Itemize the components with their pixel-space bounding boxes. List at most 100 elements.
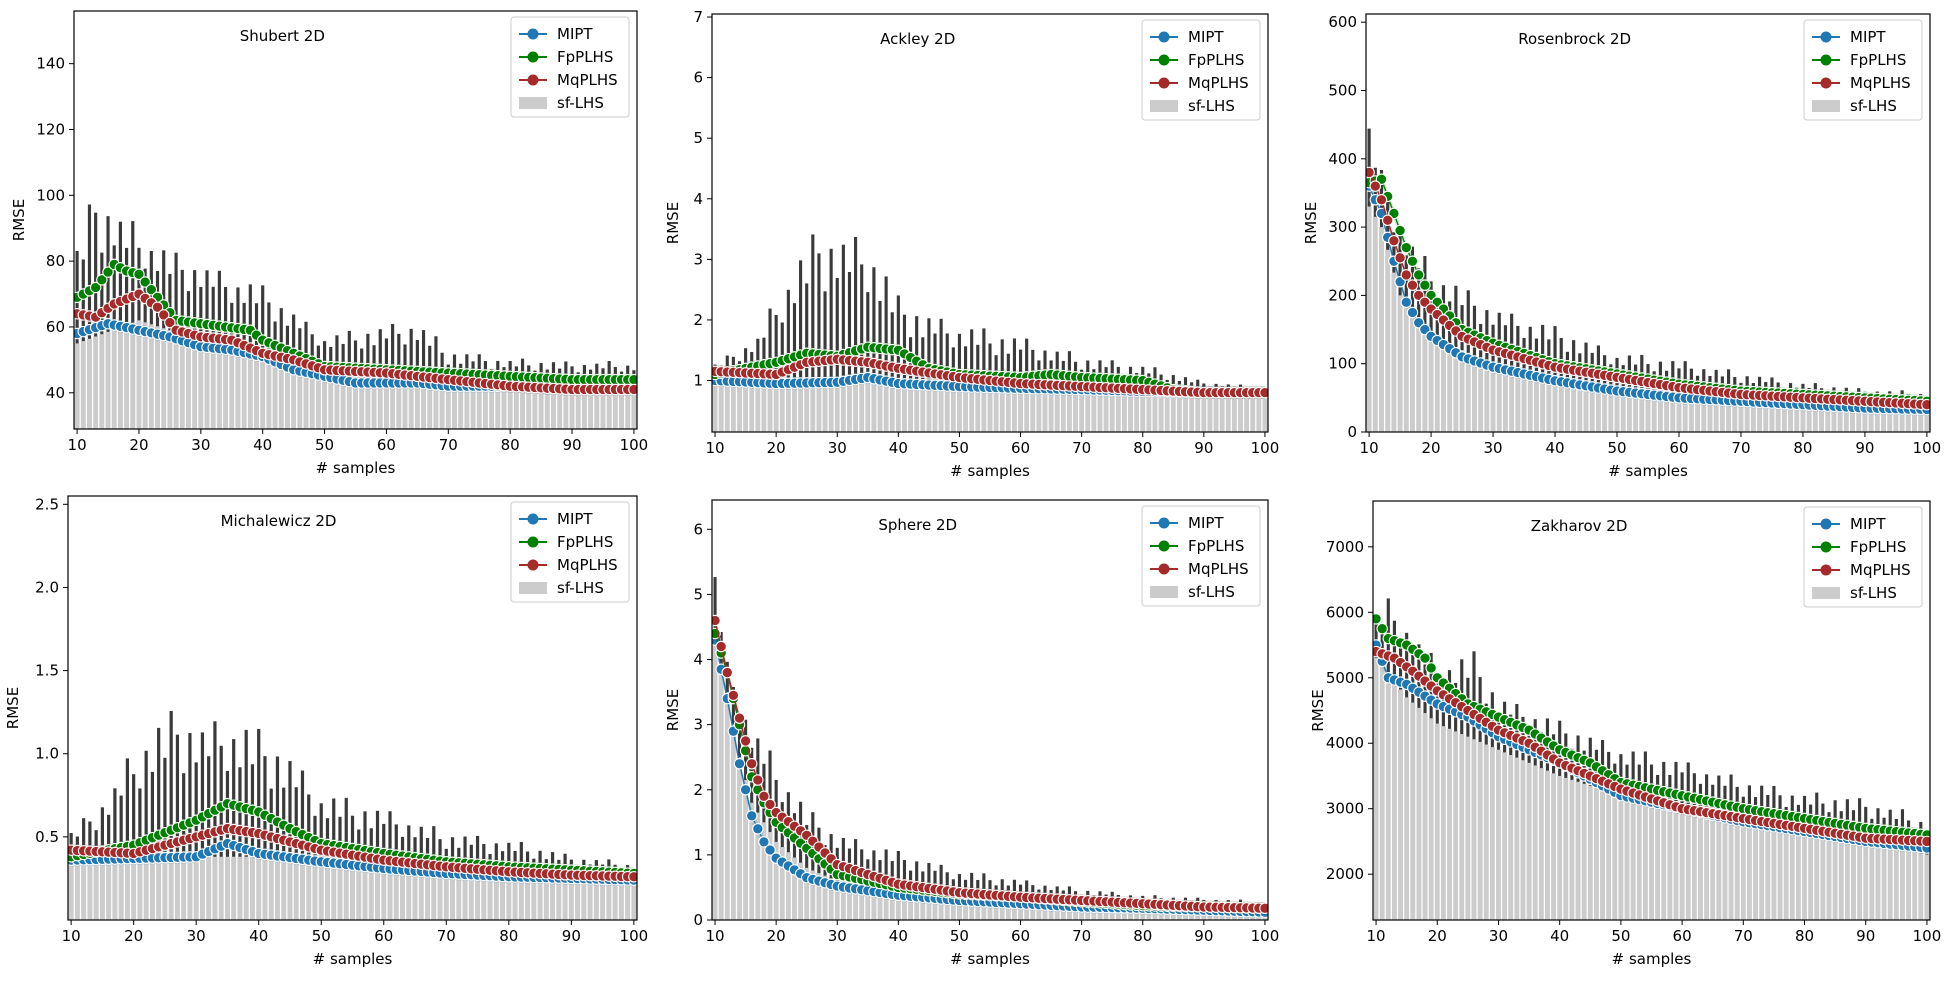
y-tick-label: 80 [46, 252, 65, 270]
sf-lhs-errorbar [329, 347, 333, 371]
sf-lhs-bar [544, 386, 550, 429]
sf-lhs-bar [785, 377, 791, 432]
sf-lhs-bar [1744, 398, 1750, 432]
sf-lhs-errorbar [1423, 256, 1427, 329]
y-axis-label: RMSE [4, 687, 22, 729]
panel-rosenbrock-2d: 10 20 30 40 50 60 70 80 90 100 0 100 200 300 400 500 600… [1302, 13, 1941, 480]
sf-lhs-bar [1657, 392, 1663, 432]
legend-label: MqPLHS [1188, 560, 1249, 578]
sf-lhs-bar [1514, 757, 1520, 920]
sf-lhs-errorbar [307, 794, 311, 864]
series-point-mqplhs [1366, 166, 1375, 179]
sf-lhs-bar [168, 858, 174, 920]
y-tick-label: 5 [693, 585, 703, 603]
y-axis-label: RMSE [664, 689, 682, 731]
sf-lhs-errorbar [169, 711, 173, 859]
sf-lhs-bar [581, 386, 587, 429]
sf-lhs-bar [1618, 795, 1624, 920]
sf-lhs-bar [156, 858, 162, 920]
sf-lhs-errorbar [174, 252, 178, 333]
sf-lhs-errorbar [494, 843, 498, 877]
sf-lhs-bar [1256, 393, 1262, 432]
sf-lhs-bar [798, 377, 804, 432]
sf-lhs-bar [1496, 749, 1501, 920]
sf-lhs-bar [1434, 339, 1440, 432]
legend-label: MIPT [557, 25, 593, 43]
panel-ackley-2d: 10 20 30 40 50 60 70 80 90 100 1 2 3 4 5 6 7 # samples RMS… [664, 8, 1279, 480]
sf-lhs-errorbar [1726, 369, 1731, 398]
sf-lhs-bar [216, 344, 222, 429]
sf-lhs-bar [926, 385, 932, 432]
sf-lhs-bar [1471, 739, 1477, 920]
sf-lhs-bar [229, 346, 235, 429]
sf-lhs-bar [606, 386, 612, 429]
sf-lhs-bar [550, 877, 556, 920]
sf-lhs-errorbar [1025, 338, 1029, 390]
legend-box [1803, 506, 1923, 608]
sf-lhs-bar [1664, 393, 1670, 432]
sf-lhs-bar [1740, 821, 1746, 920]
sf-lhs-bar [174, 857, 180, 920]
sf-lhs-errorbar [768, 750, 772, 833]
sf-lhs-bar [1225, 393, 1231, 432]
sf-lhs-bar [1881, 405, 1886, 432]
sf-lhs-bar [375, 869, 381, 920]
x-tick-label: 40 [889, 927, 908, 945]
sf-lhs-bar [1763, 399, 1769, 432]
sf-lhs-bar [1527, 371, 1533, 432]
sf-lhs-bar [1134, 392, 1140, 432]
sf-lhs-bar [1819, 402, 1825, 432]
sf-lhs-bar [243, 856, 249, 920]
sf-lhs-bar [1777, 829, 1783, 920]
sf-lhs-bar [779, 847, 785, 920]
y-tick-label: 2000 [1326, 865, 1364, 883]
y-tick-label: 4000 [1326, 734, 1364, 752]
sf-lhs-errorbar [225, 770, 230, 857]
sf-lhs-errorbar [434, 336, 438, 385]
sf-lhs-errorbar [737, 721, 742, 758]
sf-lhs-errorbar [1031, 349, 1035, 390]
sf-lhs-bar [828, 377, 834, 432]
sf-lhs-bar [1509, 367, 1515, 432]
sf-lhs-bar [840, 378, 846, 432]
sf-lhs-bar [612, 386, 618, 429]
sf-lhs-errorbar [257, 728, 261, 857]
sf-lhs-errorbar [207, 756, 211, 857]
sf-lhs-bar [1620, 388, 1626, 432]
sf-lhs-bar [950, 896, 956, 920]
sf-lhs-bar [1073, 389, 1078, 432]
sf-lhs-bar [1551, 773, 1557, 920]
sf-lhs-bar [518, 877, 524, 920]
legend-label: sf-LHS [1850, 584, 1897, 602]
y-tick-label: 60 [46, 318, 65, 336]
sf-lhs-bar [1728, 819, 1734, 920]
sf-lhs-errorbar [279, 308, 283, 359]
sf-lhs-bar [475, 875, 481, 920]
sf-lhs-errorbar [1411, 653, 1415, 703]
sf-lhs-bar [476, 386, 482, 429]
sf-lhs-bar [318, 865, 324, 920]
sf-lhs-errorbar [1631, 751, 1635, 799]
sf-lhs-errorbar [162, 250, 166, 329]
x-tick-label: 60 [1011, 439, 1030, 457]
x-tick-label: 30 [1484, 439, 1503, 457]
sf-lhs-bar [86, 338, 92, 429]
sf-lhs-bar [1862, 404, 1868, 432]
sf-lhs-bar [1726, 397, 1732, 432]
sf-lhs-bar [1661, 804, 1667, 920]
sf-lhs-bar [458, 386, 464, 429]
sf-lhs-bar [1060, 389, 1066, 432]
plot-area [712, 234, 1268, 432]
x-axis-label: # samples [1612, 950, 1692, 968]
sf-lhs-bar [957, 897, 962, 920]
sf-lhs-bar [1189, 392, 1195, 432]
series-point-mqplhs [1369, 180, 1382, 192]
sf-lhs-bar [588, 386, 594, 429]
sf-lhs-bar [143, 859, 149, 920]
sf-lhs-errorbar [713, 577, 717, 640]
sf-lhs-bar [1207, 392, 1213, 432]
sf-lhs-errorbar [799, 260, 803, 378]
sf-lhs-bar [1030, 389, 1036, 432]
legend-label: MqPLHS [1850, 561, 1911, 579]
sf-lhs-bar [1569, 779, 1575, 920]
